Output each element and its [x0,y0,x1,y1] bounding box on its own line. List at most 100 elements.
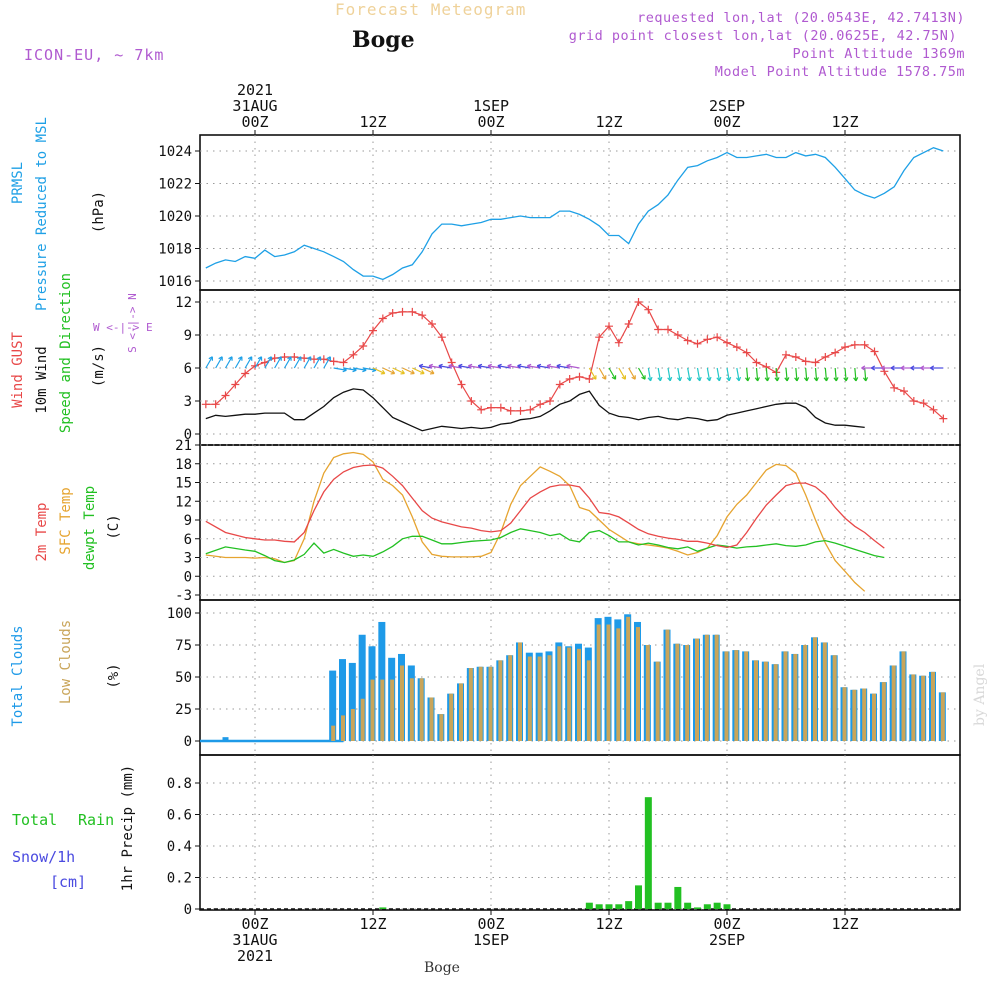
top-time-label: 1SEP [473,97,509,115]
gust-marker [782,350,790,359]
low-cloud-bar [449,693,454,741]
wind-arrow [254,356,263,369]
precip-bar [664,902,672,909]
low-cloud-bar [872,693,876,741]
wind-arrow-head [238,356,243,361]
wind-speed-line [205,388,865,432]
bottom-time-label: 00Z [713,915,740,933]
wind-arrow [824,367,828,382]
top-time-label: 12Z [595,113,622,131]
requested-coords: requested lon,lat (20.0543E, 42.7413N) [637,10,965,26]
low-cloud-bar [596,624,601,741]
wind-arrow-head [247,356,253,361]
top-time-label: 00Z [477,113,504,131]
gust-marker [742,348,751,357]
precip-bar [694,907,701,909]
wind-arrow-head [306,356,312,361]
wind-arrow [517,365,531,369]
wind-arrow-head [546,363,551,369]
wind-arrow [608,367,617,380]
wind-arrow-head [487,363,492,369]
low-cloud-bar [695,638,699,741]
gust-marker [595,333,604,342]
gust-marker [211,400,220,409]
temp-ytick-label: 21 [175,438,192,454]
precip-bar [703,904,711,909]
pressure-label: PRMSL [10,162,26,204]
low-cloud-bar [567,647,572,741]
wind-arrow-head [277,356,282,361]
gust-marker [801,357,810,366]
gust-marker [900,387,908,396]
top-time-label: 00Z [241,113,268,131]
wind-arrow-head [861,365,866,371]
precip-bar [625,901,633,909]
sfc-label: SFC Temp [58,487,74,554]
wind-arrow-head [744,377,751,382]
gust-line [205,301,944,420]
low-cloud-bar [822,642,827,741]
gust-marker [585,375,594,383]
wind-arrow-head [833,377,839,382]
wind-arrow-head [208,356,214,361]
low-cloud-bar [754,660,758,741]
wind-arrow-head [736,376,742,382]
precip-bar [585,902,593,909]
footer-station: Boge [424,960,460,976]
gust-marker [605,322,613,331]
wind-arrow [844,367,847,382]
bottom-time-label: 12Z [595,915,622,933]
wind-arrow-head [862,377,869,382]
gust-marker [467,397,476,405]
wind-arrow-head [754,377,760,382]
wind-label: 10m Wind [34,346,50,413]
chart-title: Forecast Meteogram [335,0,527,19]
wind-arrow-head [592,375,597,380]
model-name: ICON-EU, ~ 7km [24,46,165,64]
top-time-label: 00Z [713,113,740,131]
wind-arrow-head [813,377,819,382]
wind-arrow [785,367,788,382]
low-cloud-bar [390,679,395,741]
low-cloud-bar [537,656,542,741]
gust-marker [929,405,938,414]
temp-unit: (C) [106,514,122,539]
wind-arrow-head [774,377,780,382]
wind-arrow-head [418,363,424,369]
wind-arrow-head [438,363,443,369]
gust-marker [870,347,879,356]
wind-arrow [333,367,347,371]
wind-arrow-head [611,375,617,380]
temp-ytick-label: 15 [175,476,192,492]
precip-label: 1hr Precip (mm) [120,765,136,891]
clouds-ytick-label: 100 [167,606,192,622]
wind-arrow [224,356,233,369]
gust-marker [418,311,427,320]
wind-arrow-head [429,369,435,375]
wind-arrow-head [920,365,925,371]
wind-arrow-head [880,365,885,371]
low-cloud-bar [429,697,434,741]
low-cloud-bar [862,688,867,741]
gust-marker [339,358,348,367]
low-cloud-bar [704,634,709,741]
precip-bar [654,902,662,909]
wind-arrow [726,367,730,381]
wind-arrow [313,356,322,369]
low-cloud-bar [527,656,532,741]
wind-arrow-head [390,369,396,375]
wind-arrow [402,367,415,375]
gust-marker [614,338,623,347]
low-cloud-bar [518,642,522,741]
temp-ytick-label: 12 [175,494,192,510]
top-time-label: 2021 [237,81,273,99]
gust-marker [378,314,387,323]
gust-marker [516,406,525,415]
low-cloud-bar [813,637,817,741]
precip-ytick-label: 0.8 [167,776,192,792]
low-cloud-bar [498,660,503,741]
pressure-unit: (hPa) [91,191,107,233]
gust-marker [359,342,368,350]
grid-point-coords: grid point closest lon,lat (20.0625E, 42… [568,28,957,44]
legend-snow: Snow/1h [12,848,75,866]
